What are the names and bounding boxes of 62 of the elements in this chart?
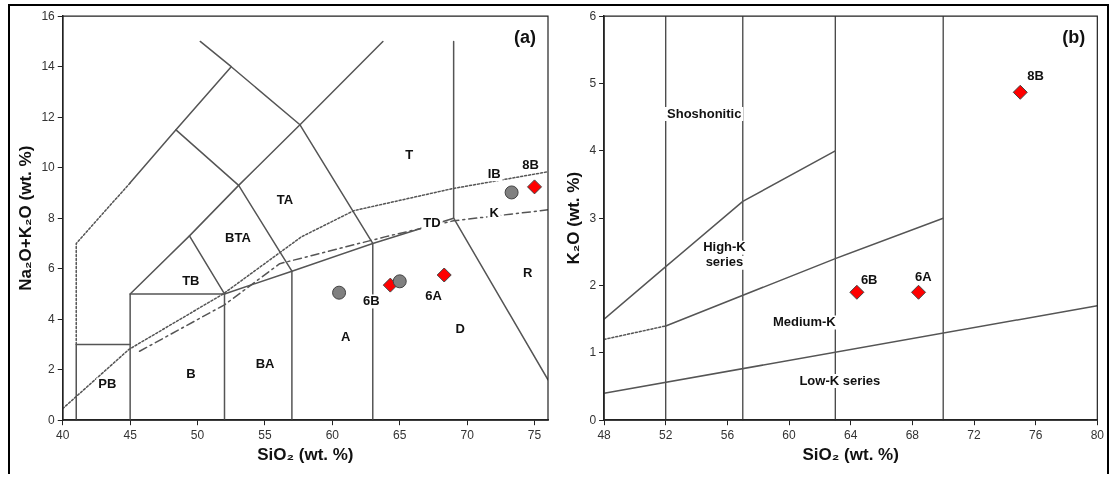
x-tick-label: 76	[1028, 427, 1043, 442]
annotation: TD	[423, 214, 441, 230]
y-tick-label: 10	[41, 160, 56, 175]
y-tick-label: 14	[41, 59, 56, 74]
x-tick-label: 40	[56, 427, 70, 442]
y-tick-label: 6	[48, 261, 56, 276]
annotation: TA	[276, 192, 294, 207]
annotation: TB	[182, 272, 200, 288]
x-tick-label: 60	[782, 427, 797, 442]
annotation: Medium-K	[772, 314, 837, 330]
y-tick-label: 8	[48, 210, 56, 225]
x-tick-label: 72	[967, 427, 982, 442]
x-tick-label: 48	[597, 427, 612, 442]
text: (a)	[514, 27, 536, 48]
annotation: 8B	[1027, 68, 1044, 84]
x-tick-label: 68	[905, 427, 920, 442]
x-axis-title: SiO₂ (wt. %)	[257, 445, 354, 465]
y-tick-label: 6	[589, 8, 597, 23]
x-tick-label: 50	[190, 427, 205, 442]
annotation: 6B	[860, 271, 878, 287]
annotation: B	[186, 366, 196, 382]
annotation: 6A	[425, 288, 443, 304]
annotation: 8B	[522, 156, 539, 172]
y-axis-title: K₂O (wt. %)	[563, 171, 583, 265]
y-tick-label: 12	[41, 109, 56, 124]
x-tick-label: 52	[659, 427, 673, 442]
y-tick-label: 0	[589, 412, 597, 427]
annotation: K	[489, 204, 500, 220]
y-tick-label: 1	[589, 345, 597, 360]
x-tick-label: 65	[393, 427, 407, 442]
x-tick-label: 56	[720, 427, 735, 442]
annotation: BTA	[225, 229, 252, 245]
y-tick-label: 4	[48, 311, 56, 326]
x-axis-title: SiO₂ (wt. %)	[802, 445, 899, 465]
annotation: IB	[487, 165, 501, 181]
y-axis-title: Na₂O+K₂O (wt. %)	[15, 145, 35, 291]
annotation: Low-K series	[799, 372, 881, 388]
y-tick-label: 5	[589, 75, 597, 90]
x-tick-label: 60	[325, 427, 340, 442]
y-tick-label: 3	[589, 210, 597, 225]
x-tick-label: 80	[1090, 427, 1105, 442]
text: (b)	[1062, 27, 1086, 48]
x-tick-label: 55	[258, 427, 272, 442]
annotation: A	[340, 328, 351, 344]
annotation: 6A	[914, 269, 933, 285]
y-tick-label: 2	[48, 362, 56, 377]
x-tick-label: 45	[123, 427, 138, 442]
annotation: 6B	[363, 293, 380, 308]
annotation: Shoshonitic	[667, 105, 742, 121]
x-tick-label: 75	[527, 427, 542, 442]
x-tick-label: 64	[844, 427, 858, 442]
annotation: BA	[255, 356, 276, 372]
annotation: D	[455, 320, 465, 336]
annotation: High-K series	[703, 239, 747, 270]
y-tick-label: 0	[48, 412, 56, 427]
y-tick-label: 4	[589, 143, 597, 158]
y-tick-label: 2	[589, 277, 597, 292]
annotation: R	[522, 265, 533, 281]
annotation: T	[405, 146, 414, 162]
x-tick-label: 70	[460, 427, 475, 442]
y-tick-label: 16	[41, 8, 56, 23]
annotation: PB	[98, 376, 117, 392]
